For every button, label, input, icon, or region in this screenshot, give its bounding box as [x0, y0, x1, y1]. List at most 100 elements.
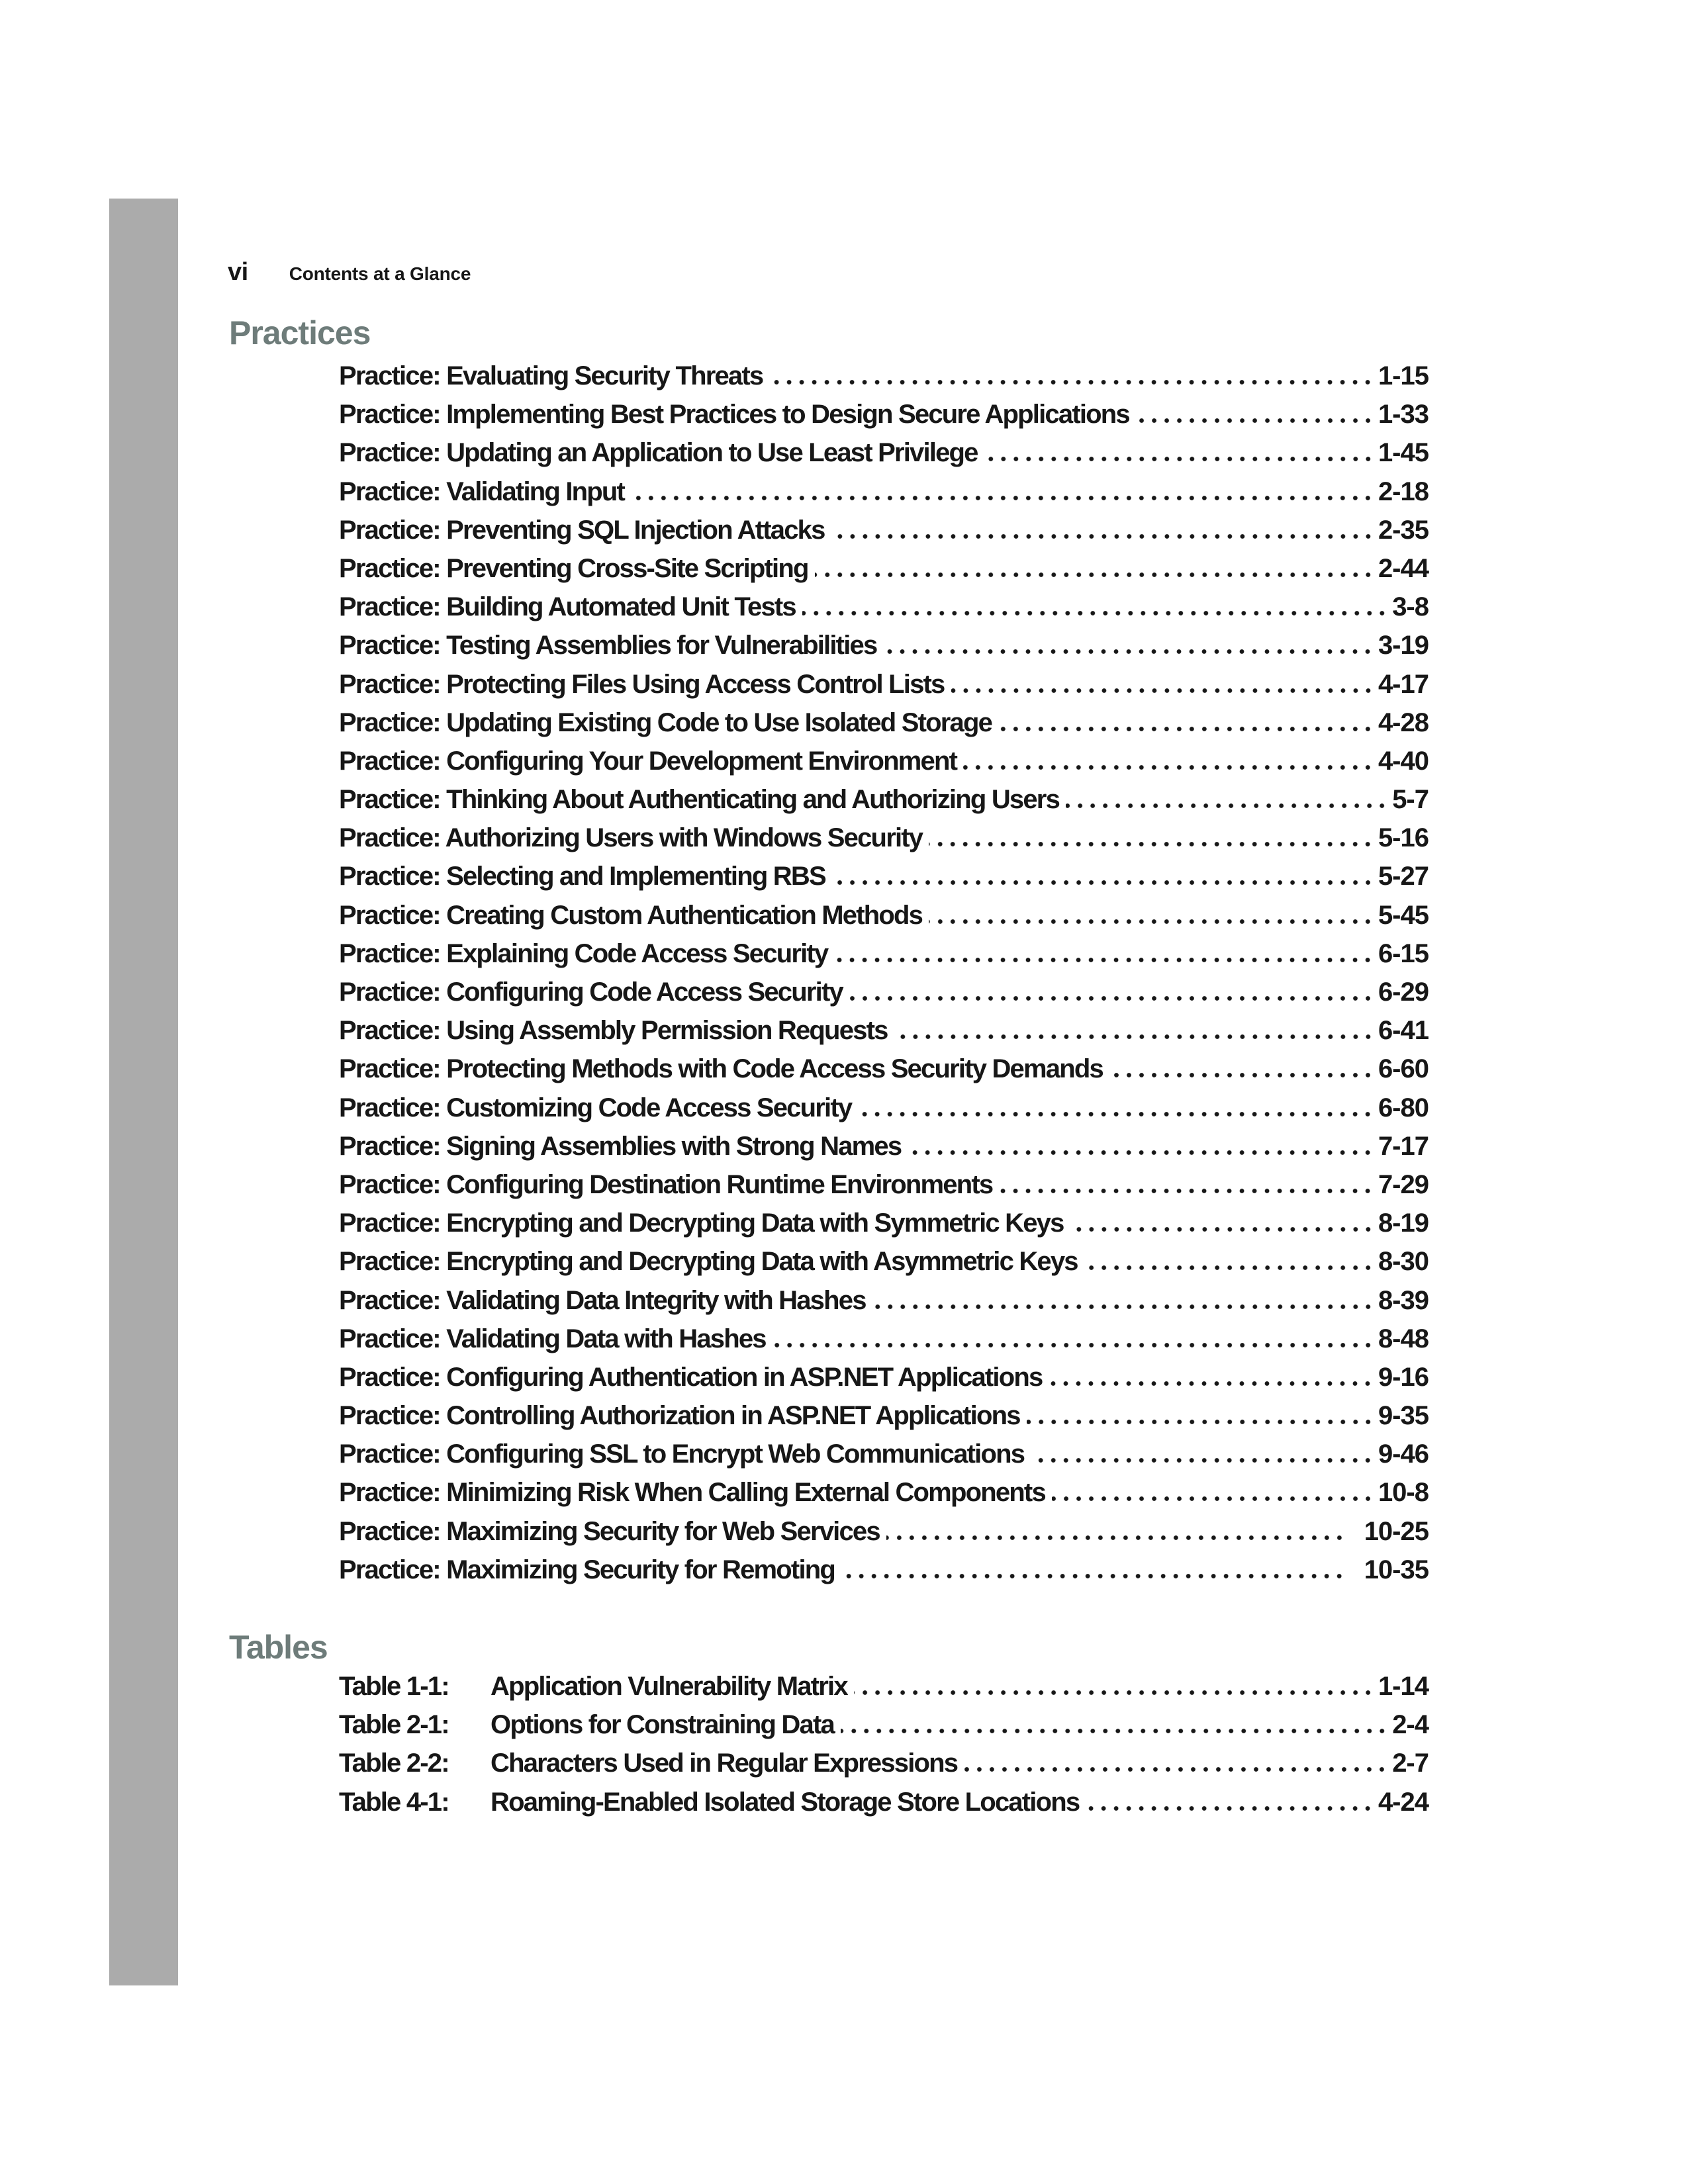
toc-entry-page: 6-60	[1378, 1054, 1429, 1084]
toc-entry-title: Practice: Validating Data Integrity with…	[339, 1285, 867, 1315]
toc-entry: Practice: Minimizing Risk When Calling E…	[339, 1478, 1429, 1516]
toc-entry-page: 1-15	[1378, 361, 1429, 390]
toc-entry-page: 5-7	[1392, 785, 1429, 815]
toc-entry: Practice: Implementing Best Practices to…	[339, 400, 1429, 438]
toc-entry-page: 1-33	[1378, 400, 1429, 430]
toc-entry: Practice: Testing Assemblies for Vulnera…	[339, 631, 1429, 669]
toc-entry: Practice: Configuring Destination Runtim…	[339, 1170, 1429, 1208]
toc-entry-page: 1-14	[1378, 1672, 1429, 1701]
toc-entry-page: 10-35	[1364, 1555, 1429, 1584]
dot-leader	[1086, 1805, 1374, 1811]
dot-leader	[883, 649, 1374, 655]
toc-entry: Practice: Maximizing Security for Remoti…	[339, 1555, 1429, 1594]
toc-entry: Table 2-2: Characters Used in Regular Ex…	[339, 1749, 1429, 1787]
page-margin-bar	[109, 199, 178, 1985]
toc-entry-title: Practice: Selecting and Implementing RBS	[339, 862, 827, 891]
toc-entry: Practice: Signing Assemblies with Strong…	[339, 1132, 1429, 1170]
toc-entry-page: 10-25	[1364, 1516, 1429, 1546]
toc-entry: Practice: Evaluating Security Threats 1-…	[339, 361, 1429, 400]
dot-leader	[908, 1150, 1374, 1155]
dot-leader	[1026, 1420, 1374, 1425]
running-header: vi Contents at a Glance	[228, 258, 471, 287]
toc-entry: Practice: Building Automated Unit Tests …	[339, 592, 1429, 631]
toc-entry-title: Practice: Authorizing Users with Windows…	[339, 823, 923, 853]
toc-entry-page: 6-29	[1378, 978, 1429, 1007]
toc-entry-page: 7-29	[1378, 1169, 1429, 1199]
toc-entry: Practice: Protecting Methods with Code A…	[339, 1054, 1429, 1093]
toc-entry-title: Practice: Building Automated Unit Tests	[339, 592, 797, 622]
toc-entry-page: 3-8	[1392, 592, 1429, 622]
toc-entry: Practice: Validating Input 2-18	[339, 477, 1429, 516]
toc-entry-page: 4-17	[1378, 669, 1429, 699]
toc-entry: Practice: Thinking About Authenticating …	[339, 785, 1429, 823]
dot-leader	[1049, 1381, 1374, 1386]
toc-entry: Practice: Maximizing Security for Web Se…	[339, 1517, 1429, 1555]
toc-entry-page: 6-15	[1378, 938, 1429, 968]
dot-leader	[772, 1342, 1374, 1347]
toc-entry-title: Practice: Preventing SQL Injection Attac…	[339, 515, 825, 545]
toc-entry: Practice: Updating Existing Code to Use …	[339, 708, 1429, 747]
toc-entry-page: 6-41	[1378, 1016, 1429, 1046]
toc-entry-page: 2-18	[1378, 477, 1429, 506]
dot-leader	[872, 1304, 1374, 1309]
toc-entry-title: Practice: Configuring SSL to Encrypt Web…	[339, 1439, 1025, 1469]
toc-entry-title: Practice: Validating Input	[339, 477, 626, 506]
dot-leader	[841, 1573, 1346, 1578]
dot-leader	[951, 688, 1374, 693]
dot-leader	[840, 1729, 1389, 1734]
toc-entry-title: Practice: Updating an Application to Use…	[339, 438, 978, 468]
toc-entry-page: 3-19	[1378, 631, 1429, 660]
toc-entry: Practice: Protecting Files Using Access …	[339, 670, 1429, 708]
dot-leader	[631, 495, 1374, 500]
toc-entry-page: 9-16	[1378, 1362, 1429, 1392]
toc-entry: Practice: Creating Custom Authentication…	[339, 901, 1429, 939]
toc-entry: Practice: Controlling Authorization in A…	[339, 1401, 1429, 1439]
toc-entry-page: 6-80	[1378, 1093, 1429, 1122]
toc-entry-page: 9-35	[1378, 1401, 1429, 1431]
toc-entry-title: Roaming-Enabled Isolated Storage Store L…	[491, 1787, 1080, 1817]
toc-entry-title: Practice: Controlling Authorization in A…	[339, 1401, 1021, 1431]
dot-leader	[929, 919, 1374, 924]
section-heading-practices: Practices	[229, 314, 371, 351]
toc-entry-title: Practice: Maximizing Security for Remoti…	[339, 1555, 836, 1584]
toc-entry: Practice: Explaining Code Access Securit…	[339, 939, 1429, 978]
dot-leader	[858, 1111, 1374, 1116]
toc-entry-title: Practice: Explaining Code Access Securit…	[339, 938, 829, 968]
dot-leader	[894, 1034, 1374, 1040]
toc-entry: Table 4-1: Roaming-Enabled Isolated Stor…	[339, 1788, 1429, 1826]
dot-leader	[1084, 1265, 1374, 1271]
toc-entry-title: Practice: Preventing Cross-Site Scriptin…	[339, 553, 809, 583]
toc-entry: Practice: Authorizing Users with Windows…	[339, 823, 1429, 862]
toc-entry: Practice: Preventing SQL Injection Attac…	[339, 516, 1429, 554]
header-title: Contents at a Glance	[289, 263, 471, 284]
dot-leader	[1070, 1227, 1374, 1232]
toc-entry-page: 8-19	[1378, 1208, 1429, 1238]
toc-entry-page: 8-39	[1378, 1285, 1429, 1315]
dot-leader	[984, 457, 1374, 462]
toc-entry-title: Practice: Creating Custom Authentication…	[339, 900, 923, 930]
section-heading-tables: Tables	[229, 1629, 328, 1666]
toc-entry: Practice: Updating an Application to Use…	[339, 438, 1429, 477]
toc-entry-page: 4-24	[1378, 1787, 1429, 1817]
toc-entry: Practice: Validating Data Integrity with…	[339, 1286, 1429, 1324]
toc-entry-title: Practice: Minimizing Risk When Calling E…	[339, 1478, 1047, 1508]
toc-entry: Practice: Encrypting and Decrypting Data…	[339, 1208, 1429, 1247]
toc-entry-title: Practice: Thinking About Authenticating …	[339, 785, 1060, 815]
dot-leader	[963, 764, 1374, 770]
table-label: Table 1-1:	[339, 1672, 450, 1701]
dot-leader	[1051, 1496, 1374, 1502]
toc-entry-page: 2-7	[1392, 1749, 1429, 1778]
toc-entry-title: Practice: Implementing Best Practices to…	[339, 400, 1131, 430]
toc-entry-page: 5-27	[1378, 862, 1429, 891]
toc-entry: Practice: Encrypting and Decrypting Data…	[339, 1247, 1429, 1285]
toc-entry-title: Options for Constraining Data	[491, 1710, 835, 1740]
dot-leader	[834, 957, 1374, 962]
toc-entry-title: Practice: Updating Existing Code to Use …	[339, 707, 993, 737]
toc-entry: Practice: Configuring Authentication in …	[339, 1363, 1429, 1401]
dot-leader	[886, 1535, 1346, 1540]
toc-entry-title: Practice: Configuring Authentication in …	[339, 1362, 1043, 1392]
practices-toc-list: Practice: Evaluating Security Threats 1-…	[339, 361, 1429, 1594]
page-number: vi	[228, 258, 248, 286]
dot-leader	[998, 726, 1374, 731]
table-label: Table 2-2:	[339, 1749, 450, 1778]
